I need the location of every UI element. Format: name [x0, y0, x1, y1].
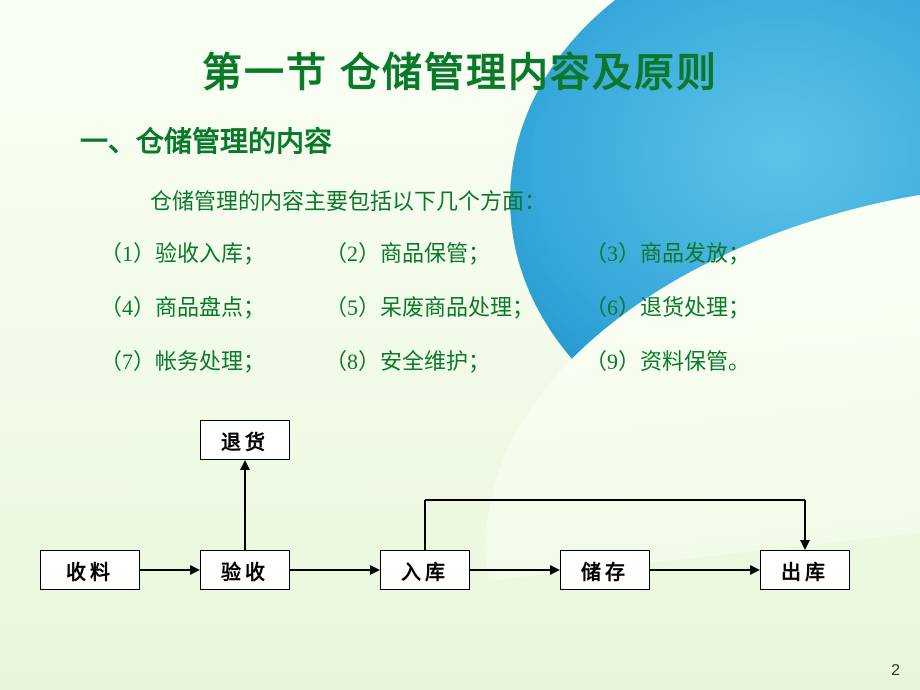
arrow-head-icon: [550, 565, 560, 575]
arrow-head-icon: [240, 460, 250, 470]
flow-edge: [424, 500, 426, 550]
item-4: （4）商品盘点；: [100, 290, 325, 322]
flow-node-store: 储存: [560, 550, 650, 590]
item-row: （4）商品盘点； （5）呆废商品处理； （6）退货处理；: [100, 290, 860, 322]
page-number: 2: [891, 662, 900, 680]
slide-title: 第一节 仓储管理内容及原则: [60, 40, 860, 98]
item-8: （8）安全维护；: [325, 344, 585, 376]
flow-node-outbound: 出库: [760, 550, 850, 590]
section-heading: 一、仓储管理的内容: [80, 120, 860, 160]
item-row: （1）验收入库； （2）商品保管； （3）商品发放；: [100, 236, 860, 268]
flow-edge: [470, 569, 558, 571]
item-row: （7）帐务处理； （8）安全维护； （9）资料保管。: [100, 344, 860, 376]
flow-node-return: 退货: [200, 420, 290, 460]
flow-node-inbound: 入库: [380, 550, 470, 590]
flowchart: 退货收料 验收 入库 储存 出库: [30, 420, 890, 640]
arrow-head-icon: [190, 565, 200, 575]
item-9: （9）资料保管。: [585, 344, 805, 376]
item-5: （5）呆废商品处理；: [325, 290, 585, 322]
item-3: （3）商品发放；: [585, 236, 805, 268]
arrow-head-icon: [800, 540, 810, 550]
flow-edge: [290, 569, 378, 571]
flow-edge: [650, 569, 758, 571]
item-2: （2）商品保管；: [325, 236, 585, 268]
arrow-head-icon: [750, 565, 760, 575]
item-list: （1）验收入库； （2）商品保管； （3）商品发放； （4）商品盘点； （5）呆…: [100, 236, 860, 376]
flow-node-receive: 收料: [40, 550, 140, 590]
arrow-head-icon: [370, 565, 380, 575]
item-6: （6）退货处理；: [585, 290, 805, 322]
flow-edge: [244, 462, 246, 550]
flow-edge: [425, 499, 805, 501]
intro-text: 仓储管理的内容主要包括以下几个方面：: [150, 184, 860, 216]
item-7: （7）帐务处理；: [100, 344, 325, 376]
flow-node-inspect: 验收: [200, 550, 290, 590]
item-1: （1）验收入库；: [100, 236, 325, 268]
